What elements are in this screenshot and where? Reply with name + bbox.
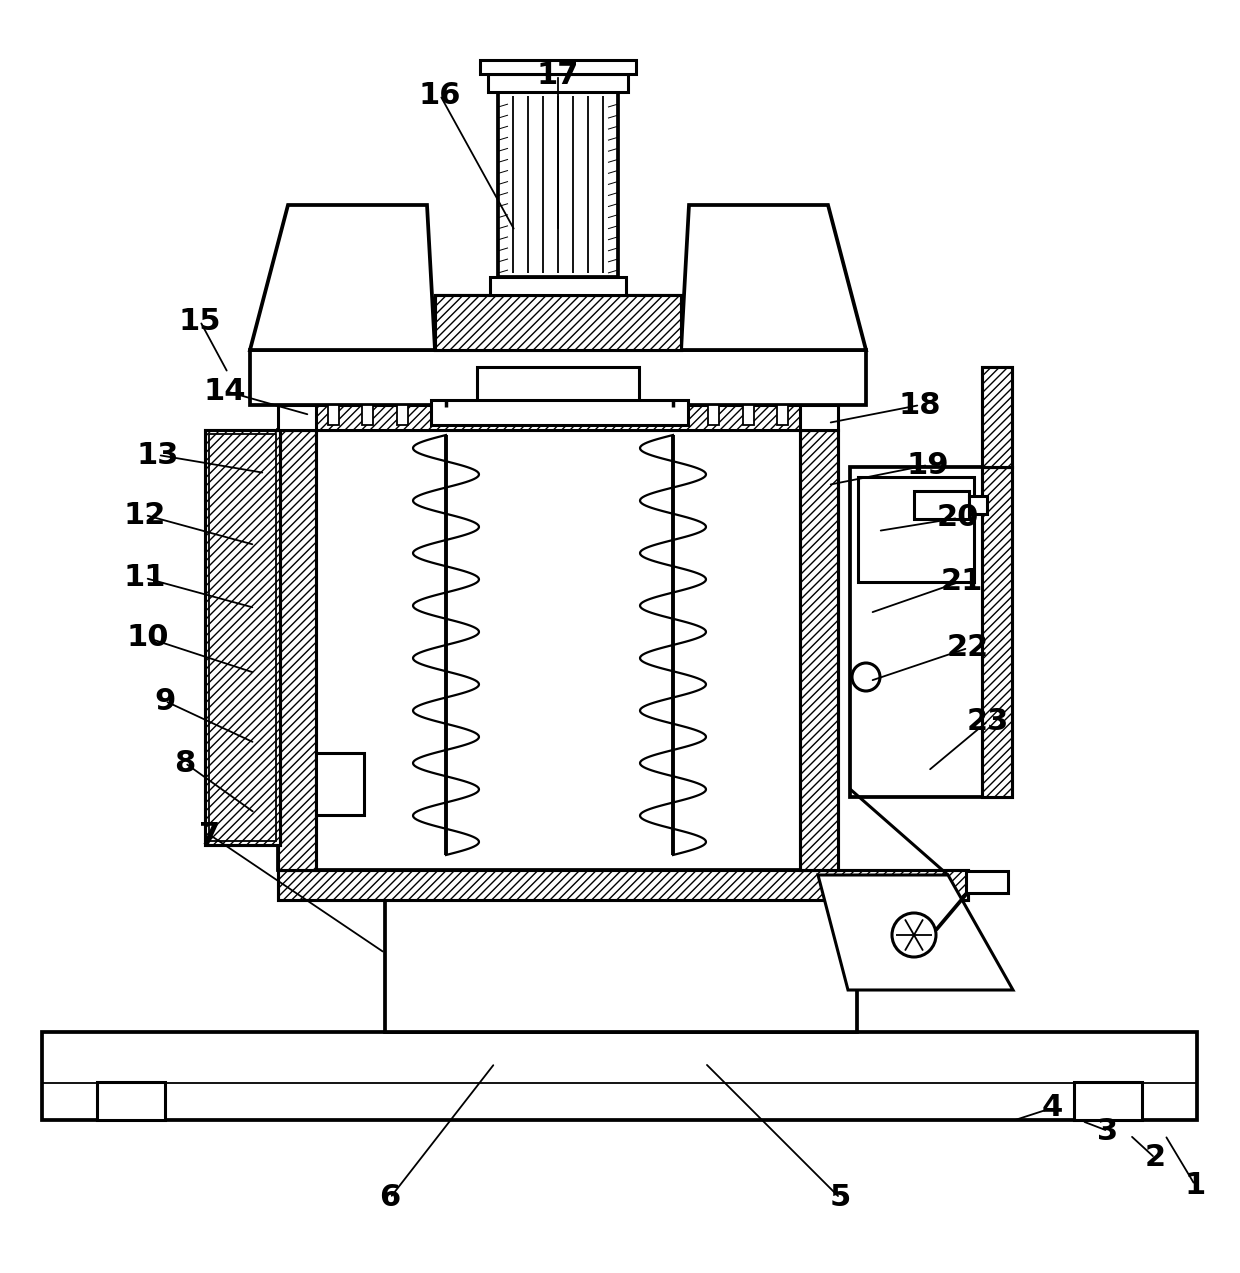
Bar xyxy=(397,405,408,425)
Text: 17: 17 xyxy=(537,61,579,89)
Bar xyxy=(205,430,280,845)
Text: 12: 12 xyxy=(124,500,166,530)
Bar xyxy=(982,367,1012,467)
Bar xyxy=(743,405,754,425)
Bar xyxy=(498,92,618,278)
Text: 3: 3 xyxy=(1097,1116,1118,1146)
Text: 19: 19 xyxy=(906,451,950,480)
Bar xyxy=(435,295,681,350)
Bar xyxy=(278,430,316,869)
Bar xyxy=(982,367,1012,467)
Bar xyxy=(604,405,615,425)
Bar xyxy=(536,405,546,425)
Bar xyxy=(97,1082,165,1120)
Bar xyxy=(278,430,316,869)
Bar xyxy=(490,278,626,295)
Bar xyxy=(501,405,512,425)
Bar xyxy=(708,405,719,425)
Bar xyxy=(849,467,1012,797)
Bar xyxy=(968,496,987,514)
Bar xyxy=(278,405,838,430)
Text: 21: 21 xyxy=(941,566,983,596)
Text: 8: 8 xyxy=(175,749,196,778)
Bar xyxy=(966,871,1008,892)
Bar xyxy=(250,350,866,405)
Bar xyxy=(278,869,968,900)
Bar xyxy=(777,405,789,425)
Text: 9: 9 xyxy=(154,686,176,715)
Polygon shape xyxy=(250,205,435,350)
Text: 18: 18 xyxy=(899,391,941,420)
Text: 13: 13 xyxy=(136,440,180,470)
Bar xyxy=(278,430,838,869)
Bar xyxy=(982,467,1012,797)
Bar xyxy=(327,405,339,425)
Bar xyxy=(673,405,684,425)
Bar xyxy=(432,400,688,425)
Text: 1: 1 xyxy=(1184,1170,1205,1199)
Text: 6: 6 xyxy=(379,1184,401,1212)
Bar xyxy=(210,434,277,841)
Bar xyxy=(477,367,639,405)
Text: 10: 10 xyxy=(126,624,169,653)
Bar xyxy=(858,477,973,582)
Bar xyxy=(800,430,838,869)
Bar xyxy=(466,405,477,425)
Text: 20: 20 xyxy=(936,504,980,532)
Polygon shape xyxy=(681,205,866,350)
Bar xyxy=(278,869,968,900)
Bar xyxy=(316,405,800,430)
Polygon shape xyxy=(818,875,1013,990)
Bar xyxy=(639,405,650,425)
Bar xyxy=(982,467,1012,797)
Bar xyxy=(432,405,443,425)
Text: 23: 23 xyxy=(967,707,1009,736)
Bar xyxy=(316,754,365,815)
Bar xyxy=(362,405,373,425)
Bar xyxy=(489,74,627,92)
Bar xyxy=(384,900,857,1032)
Text: 22: 22 xyxy=(947,634,990,662)
Bar xyxy=(42,1032,1197,1120)
Text: 4: 4 xyxy=(1042,1094,1063,1123)
Bar xyxy=(1074,1082,1142,1120)
Text: 7: 7 xyxy=(200,821,221,849)
Text: 11: 11 xyxy=(124,564,166,592)
Text: 2: 2 xyxy=(1145,1143,1166,1172)
Bar xyxy=(800,430,838,869)
Bar xyxy=(570,405,580,425)
Text: 5: 5 xyxy=(830,1184,851,1212)
Bar xyxy=(914,491,968,519)
Text: 16: 16 xyxy=(419,80,461,109)
Bar xyxy=(480,60,636,74)
Text: 14: 14 xyxy=(203,377,247,406)
Bar xyxy=(435,295,681,350)
Bar xyxy=(205,430,280,845)
Text: 15: 15 xyxy=(179,307,221,336)
